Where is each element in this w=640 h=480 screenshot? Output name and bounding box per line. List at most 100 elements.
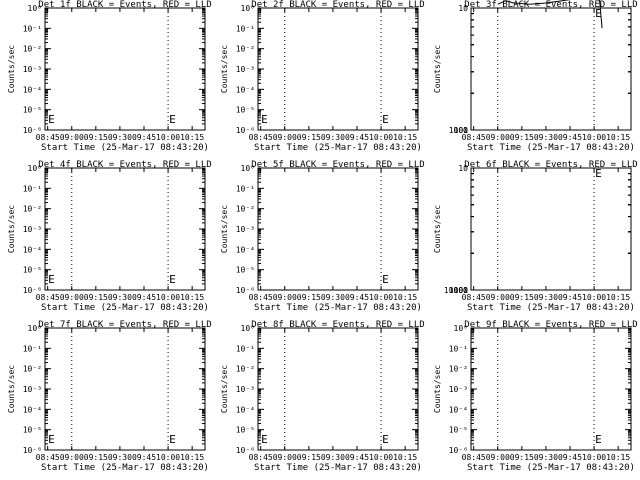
x-tick-label: 10:00 <box>156 453 180 462</box>
y-tick-label: 10⁰ <box>454 324 468 333</box>
x-tick-label: 09:45 <box>132 293 156 302</box>
x-axis-label: Start Time (25-Mar-17 08:43:20) <box>467 143 635 153</box>
y-tick-label: 10⁻⁵ <box>236 426 255 435</box>
x-tick-label: 09:00 <box>273 133 297 142</box>
y-tick-label: 10 <box>458 164 468 173</box>
x-tick-label: 09:15 <box>84 293 108 302</box>
event-marker-label: E <box>169 113 176 126</box>
y-tick-label: 10⁻³ <box>23 65 42 74</box>
x-tick-label: 09:00 <box>486 453 510 462</box>
x-tick-label: 08:45 <box>249 453 273 462</box>
y-tick-label: 1 <box>463 286 468 295</box>
y-tick-label: 10⁻¹ <box>23 344 42 353</box>
x-axis-label: Start Time (25-Mar-17 08:43:20) <box>254 143 422 153</box>
y-tick-label: 10⁰ <box>241 4 255 13</box>
plot-frame <box>257 167 419 291</box>
panel-title: Det 9f BLACK = Events, RED = LLD <box>464 320 637 330</box>
y-tick-label: 10⁻⁵ <box>236 266 255 275</box>
y-axis-label: Counts/sec <box>220 365 229 413</box>
y-tick-label: 10⁻⁶ <box>236 126 255 135</box>
x-tick-label: 09:45 <box>132 133 156 142</box>
panel-title: Det 7f BLACK = Events, RED = LLD <box>38 320 211 330</box>
event-marker-label: E <box>595 167 602 180</box>
x-tick-label: 10:15 <box>393 293 417 302</box>
x-tick-label: 08:45 <box>462 133 486 142</box>
x-tick-label: 10:00 <box>156 133 180 142</box>
x-tick-label: 09:30 <box>321 293 345 302</box>
x-tick-label: 09:15 <box>510 453 534 462</box>
y-tick-label: 10⁻¹ <box>236 344 255 353</box>
detector-panel-7: Det 7f BLACK = Events, RED = LLD 08:45 09:… <box>7 320 212 473</box>
x-tick-label: 10:15 <box>180 133 204 142</box>
x-axis-label: Start Time (25-Mar-17 08:43:20) <box>41 303 209 313</box>
x-tick-label: 08:45 <box>249 293 273 302</box>
y-axis-label: Counts/sec <box>7 205 16 253</box>
x-axis-label: Start Time (25-Mar-17 08:43:20) <box>41 463 209 473</box>
y-tick-label: 10⁻² <box>23 45 42 54</box>
x-tick-label: 09:15 <box>297 293 321 302</box>
event-marker-label: E <box>382 273 389 286</box>
y-tick-label: 10⁻³ <box>236 225 255 234</box>
y-axis-label: Counts/sec <box>7 45 16 93</box>
x-axis-label: Start Time (25-Mar-17 08:43:20) <box>254 463 422 473</box>
x-tick-label: 10:00 <box>369 293 393 302</box>
x-tick-label: 08:45 <box>36 293 60 302</box>
y-tick-label: 10⁻⁵ <box>236 106 255 115</box>
panel-title: Det 3f BLACK = Events, RED = LLD <box>464 0 637 10</box>
x-tick-label: 08:45 <box>462 293 486 302</box>
x-tick-label: 10:00 <box>582 453 606 462</box>
x-tick-label: 08:45 <box>36 453 60 462</box>
y-tick-label: 10 <box>458 4 468 13</box>
y-tick-label: 10⁰ <box>28 324 42 333</box>
x-tick-label: 09:00 <box>273 453 297 462</box>
panel-title: Det 2f BLACK = Events, RED = LLD <box>251 0 424 10</box>
y-tick-label: 10⁻⁶ <box>236 286 255 295</box>
x-tick-label: 09:30 <box>534 133 558 142</box>
x-tick-label: 10:00 <box>369 133 393 142</box>
x-tick-label: 09:00 <box>486 133 510 142</box>
y-tick-label: 10⁻³ <box>23 225 42 234</box>
x-tick-label: 09:30 <box>108 453 132 462</box>
y-tick-label: 10⁰ <box>28 164 42 173</box>
x-tick-label: 10:00 <box>582 293 606 302</box>
y-tick-label: 10⁻² <box>236 45 255 54</box>
panel-title: Det 4f BLACK = Events, RED = LLD <box>38 160 211 170</box>
y-tick-label: 10⁻² <box>23 365 42 374</box>
y-tick-label: 10⁻⁶ <box>23 126 42 135</box>
y-tick-label: 10⁻² <box>449 365 468 374</box>
x-tick-label: 09:30 <box>321 453 345 462</box>
x-tick-label: 10:00 <box>369 453 393 462</box>
x-tick-label: 09:45 <box>558 293 582 302</box>
plot-frame <box>44 7 206 131</box>
y-axis-label: Counts/sec <box>433 365 442 413</box>
y-axis-label: Counts/sec <box>220 205 229 253</box>
y-tick-label: 10⁻⁶ <box>449 446 468 455</box>
x-tick-label: 09:45 <box>345 453 369 462</box>
x-tick-label: 09:30 <box>321 133 345 142</box>
x-tick-label: 10:15 <box>393 453 417 462</box>
x-tick-label: 09:00 <box>486 293 510 302</box>
y-tick-label: 10⁻³ <box>236 385 255 394</box>
x-tick-label: 09:00 <box>60 133 84 142</box>
y-tick-label: 1000 <box>449 126 468 135</box>
y-tick-label: 10⁻⁶ <box>236 446 255 455</box>
y-tick-label: 10⁻⁵ <box>449 426 468 435</box>
event-marker-label: E <box>595 7 602 20</box>
x-tick-label: 09:15 <box>510 293 534 302</box>
x-tick-label: 09:00 <box>273 293 297 302</box>
x-tick-label: 09:15 <box>84 133 108 142</box>
x-tick-label: 09:45 <box>132 453 156 462</box>
y-tick-label: 10⁻² <box>236 205 255 214</box>
x-tick-label: 09:30 <box>534 453 558 462</box>
event-marker-label: E <box>382 113 389 126</box>
y-tick-label: 10⁻³ <box>236 65 255 74</box>
x-tick-label: 08:45 <box>462 453 486 462</box>
y-tick-label: 10⁻⁴ <box>236 405 255 414</box>
x-axis-label: Start Time (25-Mar-17 08:43:20) <box>254 303 422 313</box>
x-tick-label: 10:00 <box>582 133 606 142</box>
x-tick-label: 09:45 <box>345 133 369 142</box>
y-tick-label: 100 <box>454 126 469 135</box>
